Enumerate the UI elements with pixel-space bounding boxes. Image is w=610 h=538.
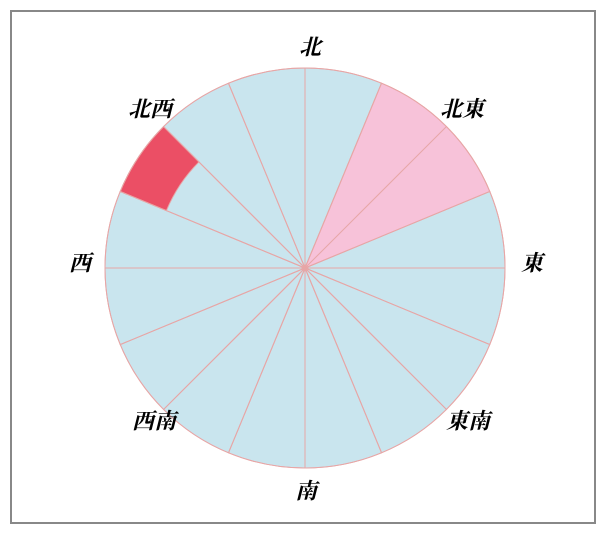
label-west: 西 (69, 247, 91, 278)
label-east: 東 (521, 247, 543, 278)
compass-chart (0, 0, 610, 538)
label-southeast: 東南 (446, 405, 490, 436)
label-northwest: 北西 (128, 93, 172, 124)
label-north: 北 (299, 31, 321, 62)
label-south: 南 (295, 475, 317, 506)
label-southwest: 西南 (132, 405, 176, 436)
label-northeast: 北東 (440, 93, 484, 124)
